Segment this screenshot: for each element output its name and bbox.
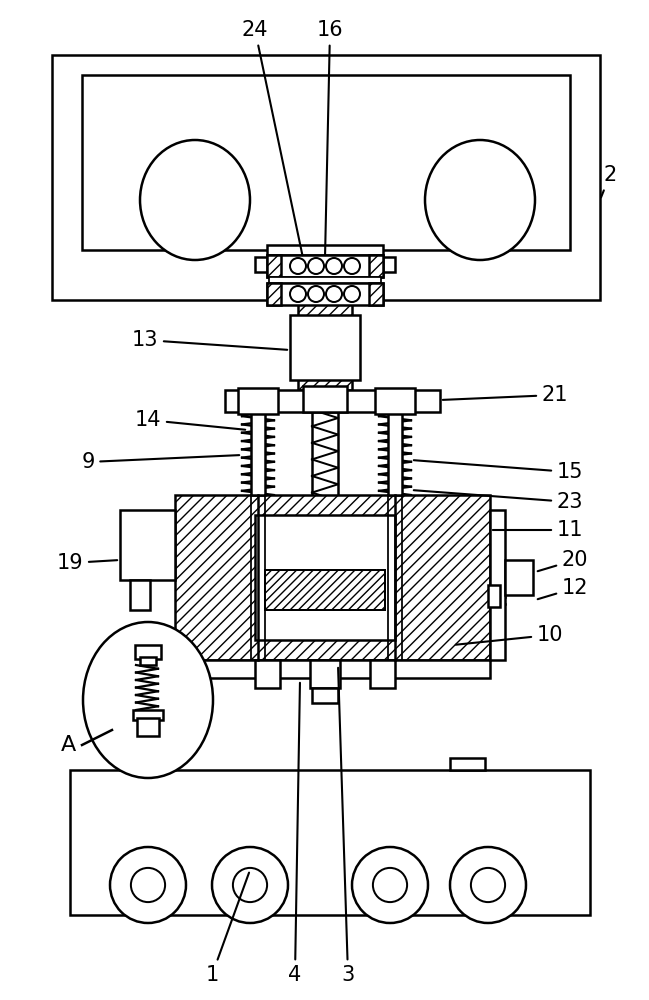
Bar [388,412,402,495]
Circle shape [131,868,165,902]
Circle shape [233,868,267,902]
Text: A: A [60,735,76,755]
Bar [290,315,360,380]
Bar [255,257,267,272]
Bar [298,265,352,280]
Bar [490,510,505,660]
Circle shape [326,258,342,274]
Bar [450,758,485,770]
Bar [140,657,156,665]
Circle shape [212,847,288,923]
Bar [137,718,159,736]
Circle shape [290,286,306,302]
Bar [383,257,395,272]
Circle shape [308,258,324,274]
Bar [298,280,352,390]
Ellipse shape [83,622,213,778]
Circle shape [110,847,186,923]
Bar [135,645,161,659]
Text: 2: 2 [601,165,617,197]
Circle shape [373,868,407,902]
Bar [505,560,533,595]
Bar [225,390,440,412]
Text: 12: 12 [537,578,588,599]
Circle shape [471,868,505,902]
Bar [370,660,395,688]
Circle shape [290,258,306,274]
Bar [130,580,150,610]
Bar [267,255,281,277]
Bar [303,386,347,412]
Bar [312,688,338,703]
Bar [52,55,600,300]
Bar [82,75,570,250]
Circle shape [450,847,526,923]
Text: 20: 20 [537,550,588,571]
Bar [269,277,381,283]
Text: 15: 15 [414,460,583,482]
Bar [70,770,590,915]
Bar [375,388,415,414]
Bar [265,570,385,610]
Text: 9: 9 [81,452,239,472]
Ellipse shape [140,140,250,260]
Circle shape [308,286,324,302]
Bar [267,283,281,305]
Text: 1: 1 [205,873,249,985]
Text: 10: 10 [456,625,563,645]
Bar [255,515,395,640]
Bar [175,660,490,678]
Bar [267,245,383,255]
Bar [267,283,383,305]
Bar [133,710,163,720]
Circle shape [344,286,360,302]
Text: 4: 4 [288,683,302,985]
Circle shape [344,258,360,274]
Text: 19: 19 [56,553,117,573]
Text: 3: 3 [338,668,354,985]
Bar [238,388,278,414]
Bar [251,412,265,495]
Text: 16: 16 [317,20,343,255]
Bar [175,495,490,660]
Text: 21: 21 [443,385,569,405]
Bar [369,255,383,277]
Bar [310,660,340,688]
Text: 14: 14 [135,410,245,430]
Bar [369,283,383,305]
Bar [255,660,280,688]
Circle shape [326,286,342,302]
Bar [120,510,175,580]
Bar [488,585,500,607]
Circle shape [352,847,428,923]
Ellipse shape [425,140,535,260]
Text: 23: 23 [414,490,583,512]
Text: 11: 11 [493,520,583,540]
Bar [267,255,383,277]
Text: 24: 24 [241,20,302,255]
Text: 13: 13 [132,330,288,350]
